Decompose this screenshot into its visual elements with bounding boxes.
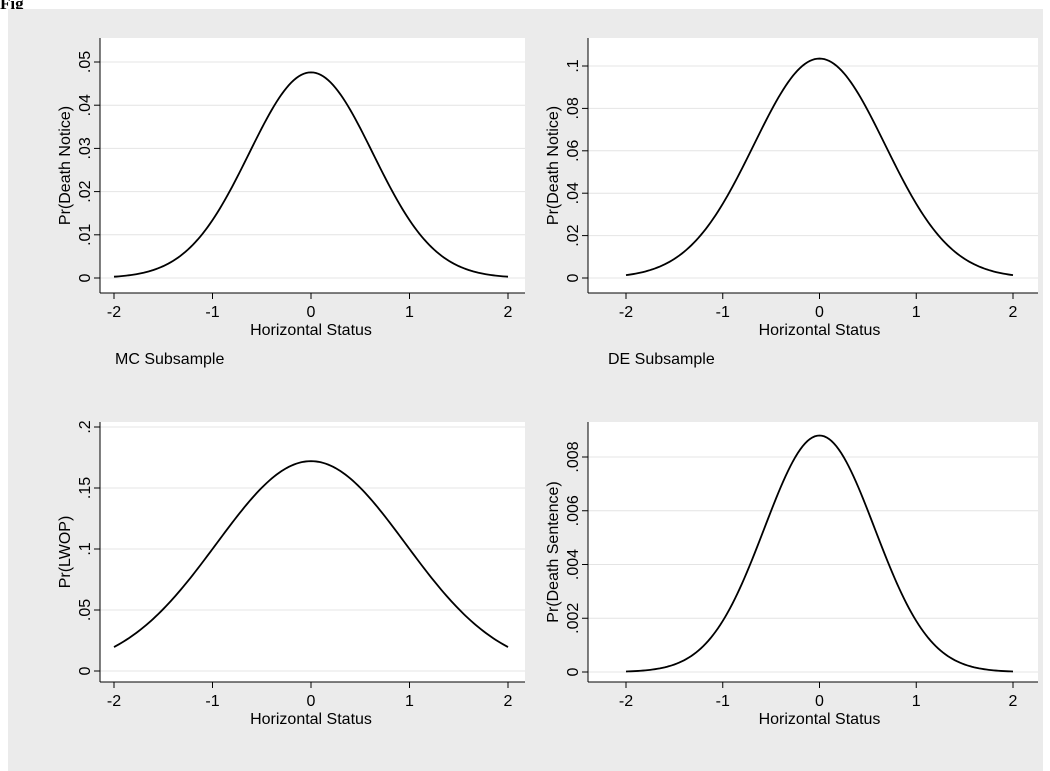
chart-panel-top-right: 0 .02 .04 .06 .08 .1 -2 -1 0 1 2 Horizontal Status P… — [545, 38, 1038, 339]
y-tick-label: .2 — [77, 420, 94, 433]
x-tick-label: 0 — [815, 304, 824, 321]
plot-area — [100, 38, 525, 293]
x-axis-title: Horizontal Status — [759, 711, 881, 728]
subtitle-right: DE Subsample — [608, 351, 715, 368]
plot-area — [588, 422, 1038, 682]
x-tick-label: -2 — [619, 693, 633, 710]
y-tick-label: .05 — [77, 51, 94, 73]
x-axis-title: Horizontal Status — [759, 322, 881, 339]
y-axis-title: Pr(LWOP) — [57, 516, 74, 589]
y-tick-label: .006 — [565, 495, 582, 526]
x-tick-label: 2 — [1009, 693, 1018, 710]
series-line — [113, 71, 509, 278]
y-tick-label: 0 — [77, 273, 94, 282]
series-line — [625, 57, 1014, 277]
chart-panel-bottom-right: 0 .002 .004 .006 .008 -2 -1 0 1 2 Horizontal Statu… — [545, 422, 1038, 728]
x-tick-label: -2 — [107, 304, 121, 321]
y-tick-label: 0 — [77, 666, 94, 675]
x-tick-label: -2 — [619, 304, 633, 321]
y-tick-label: .1 — [77, 542, 94, 555]
x-tick-label: -1 — [205, 693, 219, 710]
series-line — [625, 434, 1014, 673]
y-tick-label: .002 — [565, 603, 582, 634]
x-axis-title: Horizontal Status — [250, 322, 372, 339]
y-axis-title: Pr(Death Notice) — [57, 106, 74, 225]
series-line — [113, 460, 509, 648]
y-tick-label: .15 — [77, 477, 94, 499]
x-tick-label: 1 — [912, 693, 921, 710]
y-tick-label: .02 — [565, 224, 582, 246]
y-tick-label: 0 — [565, 273, 582, 282]
y-tick-label: .03 — [77, 137, 94, 159]
y-axis-title: Pr(Death Sentence) — [545, 481, 562, 622]
x-tick-label: -2 — [107, 693, 121, 710]
x-tick-label: 0 — [307, 304, 316, 321]
y-tick-label: .1 — [565, 59, 582, 72]
y-tick-label: .008 — [565, 441, 582, 472]
x-tick-label: -1 — [716, 304, 730, 321]
subtitle-left: MC Subsample — [115, 351, 225, 368]
y-tick-label: 0 — [565, 667, 582, 676]
x-axis-title: Horizontal Status — [250, 711, 372, 728]
x-tick-label: 0 — [307, 693, 316, 710]
y-axis-title: Pr(Death Notice) — [545, 106, 562, 225]
chart-panel-top-left: 0 .01 .02 .03 .04 .05 -2 -1 0 1 2 Horizontal Status… — [57, 38, 525, 339]
y-tick-label: .02 — [77, 180, 94, 202]
y-tick-label: .08 — [565, 97, 582, 119]
y-tick-label: .01 — [77, 224, 94, 246]
x-tick-label: -1 — [205, 304, 219, 321]
x-tick-label: 1 — [912, 304, 921, 321]
x-tick-label: 1 — [405, 304, 414, 321]
y-tick-label: .004 — [565, 549, 582, 580]
plot-area — [588, 38, 1038, 293]
x-tick-label: 2 — [504, 304, 513, 321]
x-tick-label: -1 — [716, 693, 730, 710]
chart-panel-bottom-left: 0 .05 .1 .15 .2 -2 -1 0 1 2 Horizontal Status Pr(LW… — [57, 420, 525, 728]
y-tick-label: .04 — [565, 182, 582, 204]
y-tick-label: .04 — [77, 94, 94, 116]
plot-area — [100, 422, 525, 682]
y-tick-label: .05 — [77, 599, 94, 621]
x-tick-label: 1 — [405, 693, 414, 710]
x-tick-label: 2 — [504, 693, 513, 710]
x-tick-label: 2 — [1009, 304, 1018, 321]
y-tick-label: .06 — [565, 140, 582, 162]
x-tick-label: 0 — [815, 693, 824, 710]
